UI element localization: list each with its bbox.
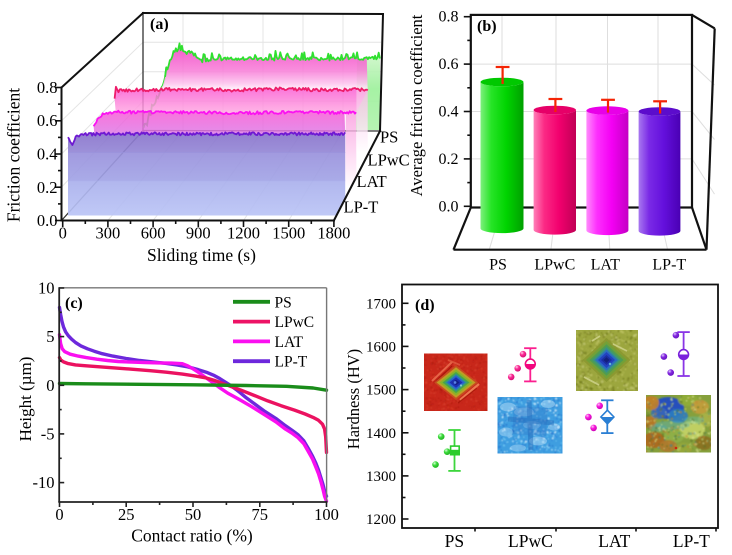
svg-text:LP-T: LP-T <box>673 531 710 551</box>
svg-text:(b): (b) <box>477 18 497 35</box>
svg-text:0: 0 <box>46 376 54 395</box>
svg-text:100: 100 <box>314 505 339 524</box>
svg-text:1500: 1500 <box>366 383 396 399</box>
svg-text:(c): (c) <box>65 295 83 312</box>
svg-text:LPwC: LPwC <box>368 151 410 170</box>
svg-text:1400: 1400 <box>366 426 396 442</box>
svg-text:LAT: LAT <box>275 334 304 351</box>
svg-text:1200: 1200 <box>227 224 260 243</box>
svg-text:1600: 1600 <box>366 339 396 355</box>
svg-text:0.0: 0.0 <box>37 211 58 230</box>
svg-text:PS: PS <box>489 257 507 274</box>
svg-text:LAT: LAT <box>591 257 621 274</box>
svg-text:-10: -10 <box>33 473 55 492</box>
svg-text:900: 900 <box>186 224 211 243</box>
svg-text:0.8: 0.8 <box>439 9 459 26</box>
svg-text:PS: PS <box>445 531 464 551</box>
svg-text:LP-T: LP-T <box>275 354 308 371</box>
svg-text:-5: -5 <box>41 424 55 443</box>
svg-text:0.8: 0.8 <box>37 78 58 97</box>
svg-text:0.4: 0.4 <box>439 104 459 121</box>
svg-text:600: 600 <box>141 224 166 243</box>
svg-text:5: 5 <box>46 327 54 346</box>
svg-text:0.6: 0.6 <box>439 56 459 73</box>
svg-text:1300: 1300 <box>366 469 396 485</box>
svg-text:PS: PS <box>275 294 292 311</box>
svg-text:50: 50 <box>185 505 202 524</box>
svg-text:1700: 1700 <box>366 296 396 312</box>
svg-text:0: 0 <box>59 224 67 243</box>
svg-text:Contact ratio (%): Contact ratio (%) <box>131 526 253 546</box>
svg-text:0.2: 0.2 <box>439 151 459 168</box>
svg-text:(a): (a) <box>150 16 169 33</box>
svg-text:LPwC: LPwC <box>508 531 553 551</box>
svg-text:25: 25 <box>118 505 135 524</box>
svg-text:LP-T: LP-T <box>652 257 686 274</box>
svg-text:1200: 1200 <box>366 512 396 528</box>
svg-text:0.4: 0.4 <box>37 145 58 164</box>
svg-text:Friction coefficient: Friction coefficient <box>4 88 24 222</box>
svg-text:75: 75 <box>252 505 269 524</box>
svg-text:0.6: 0.6 <box>37 111 58 130</box>
svg-text:LP-T: LP-T <box>344 198 379 217</box>
svg-text:LPwC: LPwC <box>275 314 315 331</box>
svg-text:1800: 1800 <box>317 224 350 243</box>
svg-text:LAT: LAT <box>598 531 630 551</box>
svg-text:0: 0 <box>55 505 63 524</box>
svg-text:10: 10 <box>38 279 55 298</box>
svg-text:Sliding time (s): Sliding time (s) <box>147 245 256 265</box>
svg-text:0.2: 0.2 <box>37 178 58 197</box>
svg-text:Average friction coefficient: Average friction coefficient <box>407 14 426 196</box>
svg-text:0.0: 0.0 <box>439 198 459 215</box>
svg-text:Height (µm): Height (µm) <box>16 357 35 442</box>
svg-text:1500: 1500 <box>272 224 305 243</box>
svg-text:LPwC: LPwC <box>534 257 575 274</box>
svg-text:(d): (d) <box>415 297 435 314</box>
svg-text:Hardness (HV): Hardness (HV) <box>344 349 363 449</box>
svg-text:300: 300 <box>96 224 121 243</box>
svg-text:LAT: LAT <box>357 172 387 191</box>
svg-text:PS: PS <box>380 128 398 147</box>
